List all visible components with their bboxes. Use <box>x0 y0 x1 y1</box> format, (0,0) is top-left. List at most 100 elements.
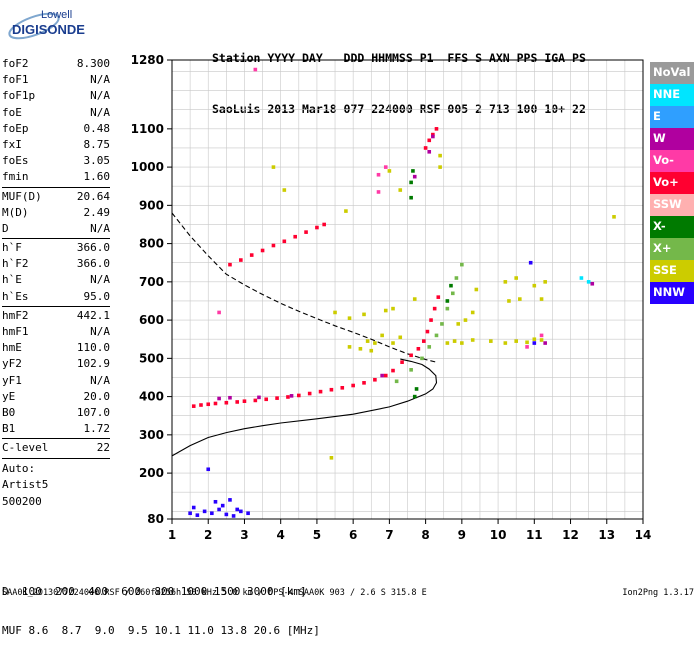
echo-point-w <box>543 341 547 345</box>
muf-row-values: 8.6 8.7 9.0 9.5 10.1 11.0 13.8 20.6 [MHz… <box>21 624 320 637</box>
echo-point-sse <box>518 297 522 301</box>
echo-point-x- <box>409 195 413 200</box>
y-tick-label: 300 <box>139 428 164 442</box>
param-name: h`Es <box>2 289 29 303</box>
y-tick-label: 700 <box>139 275 164 289</box>
param-row: yE 20.0 <box>2 389 110 405</box>
echo-point-x- <box>409 368 413 372</box>
echo-point-x- <box>445 299 450 303</box>
echo-point-sse <box>344 209 348 213</box>
logo-text-digisonde: DIGISONDE <box>12 22 85 37</box>
param-row: fxI 8.75 <box>2 137 110 153</box>
echo-point-sse <box>282 188 287 192</box>
polarization-legend: NoVal NNE E W Vo- Vo+ SSW X- X+ SSE NNW <box>650 62 694 304</box>
param-name: yF1 <box>2 373 22 387</box>
echo-point-sse <box>532 283 537 288</box>
echo-point-vo- <box>351 383 355 388</box>
muf-distance-table: D 100 200 400 600 800 1000 1500 3000 [km… <box>2 559 320 650</box>
echo-point-nnw <box>220 503 225 508</box>
echo-point-w <box>431 134 435 139</box>
param-row: h`F2 366.0 <box>2 256 110 272</box>
profile-line-dashed <box>171 212 437 363</box>
x-tick-label: 4 <box>277 528 285 542</box>
param-row: foEp 0.48 <box>2 121 110 137</box>
param-value: 95.0 <box>83 289 111 303</box>
x-tick-label: 2 <box>204 528 212 542</box>
param-value: N/A <box>90 373 110 387</box>
param-name: M(D) <box>2 205 29 219</box>
echo-point-vo- <box>362 381 366 385</box>
echo-point-vo- <box>286 395 290 399</box>
file-info-footer: SAA0K_2013077224000.RSF / 260fx256h 50 k… <box>2 588 427 598</box>
echo-point-vo- <box>206 402 211 407</box>
echo-point-vo- <box>217 310 221 315</box>
param-name: h`E <box>2 273 22 287</box>
echo-point-x- <box>411 169 415 173</box>
echo-point-sse <box>383 308 388 313</box>
echo-point-w <box>412 174 417 179</box>
echo-point-w <box>228 395 232 400</box>
legend-item-noval: NoVal <box>650 62 694 84</box>
lowell-digisonde-logo: Lowell DIGISONDE <box>8 9 85 40</box>
echo-point-vo- <box>307 391 312 396</box>
param-name: foF1p <box>2 89 36 103</box>
autoscale-line: Artist5 <box>2 478 49 491</box>
echo-point-nnw <box>231 514 236 518</box>
legend-item-nne: NNE <box>650 83 694 106</box>
echo-point-vo- <box>318 389 323 394</box>
autoscale-line: 500200 <box>2 494 42 508</box>
y-tick-label: 1100 <box>131 122 164 136</box>
echo-point-vo- <box>249 253 254 257</box>
echo-point-sse <box>507 299 511 303</box>
echo-point-sse <box>333 310 337 315</box>
param-row: h`F 366.0 <box>2 240 110 256</box>
echo-point-nnw <box>195 513 200 517</box>
param-value: 1.72 <box>83 422 111 436</box>
param-name: foEp <box>2 121 29 135</box>
legend-item-vo-: Vo+ <box>650 171 694 194</box>
echo-point-vo- <box>432 306 437 311</box>
param-row: foF1 N/A <box>2 72 110 88</box>
echo-point-vo- <box>383 165 388 169</box>
header-labels: Station YYYY DAY DDD HHMMSS P1 FFS S AXN… <box>212 51 586 65</box>
plot-frame <box>171 59 644 520</box>
echo-point-vo- <box>425 329 430 334</box>
echo-point-vo- <box>199 403 203 407</box>
echo-point-sse <box>445 341 450 345</box>
param-row: B0 107.0 <box>2 405 110 421</box>
echo-point-vo- <box>293 234 297 239</box>
echo-point-x- <box>409 180 413 185</box>
version-label: Ion2Png 1.3.17 <box>622 588 694 598</box>
param-value: N/A <box>90 105 110 119</box>
echo-point-sse <box>362 312 366 317</box>
x-tick-label: 12 <box>562 528 579 542</box>
param-row: h`Es 95.0 <box>2 289 110 305</box>
echo-point-vo- <box>373 377 377 382</box>
param-value: 2.49 <box>83 205 111 219</box>
param-row: MUF(D) 20.64 <box>2 189 110 205</box>
echo-point-nnw <box>191 505 196 510</box>
param-value: 8.300 <box>76 57 110 70</box>
header-values: SaoLuis 2013 Mar18 077 224000 RSF 005 2 … <box>212 102 586 116</box>
echo-point-vo- <box>235 400 240 404</box>
param-row: fmin 1.60 <box>2 169 110 185</box>
echo-point-vo- <box>431 132 435 137</box>
legend-item-e: E <box>650 105 694 128</box>
legend-item-ssw: SSW <box>650 193 694 216</box>
echo-point-vo- <box>329 387 334 392</box>
echo-point-vo- <box>260 248 265 253</box>
echo-point-nne <box>586 280 591 284</box>
x-tick-label: 5 <box>313 528 321 542</box>
echo-point-sse <box>373 341 377 345</box>
echo-point-vo- <box>304 230 308 234</box>
echo-point-x- <box>450 291 455 296</box>
echo-point-sse <box>365 339 370 343</box>
echo-point-vo- <box>429 318 433 322</box>
echo-point-vo- <box>191 404 196 408</box>
echo-point-vo- <box>224 400 229 405</box>
echo-point-vo- <box>282 239 287 244</box>
echo-point-sse <box>474 287 479 292</box>
echo-point-vo- <box>322 222 326 227</box>
echo-point-x- <box>434 333 439 338</box>
echo-point-sse <box>543 280 547 284</box>
